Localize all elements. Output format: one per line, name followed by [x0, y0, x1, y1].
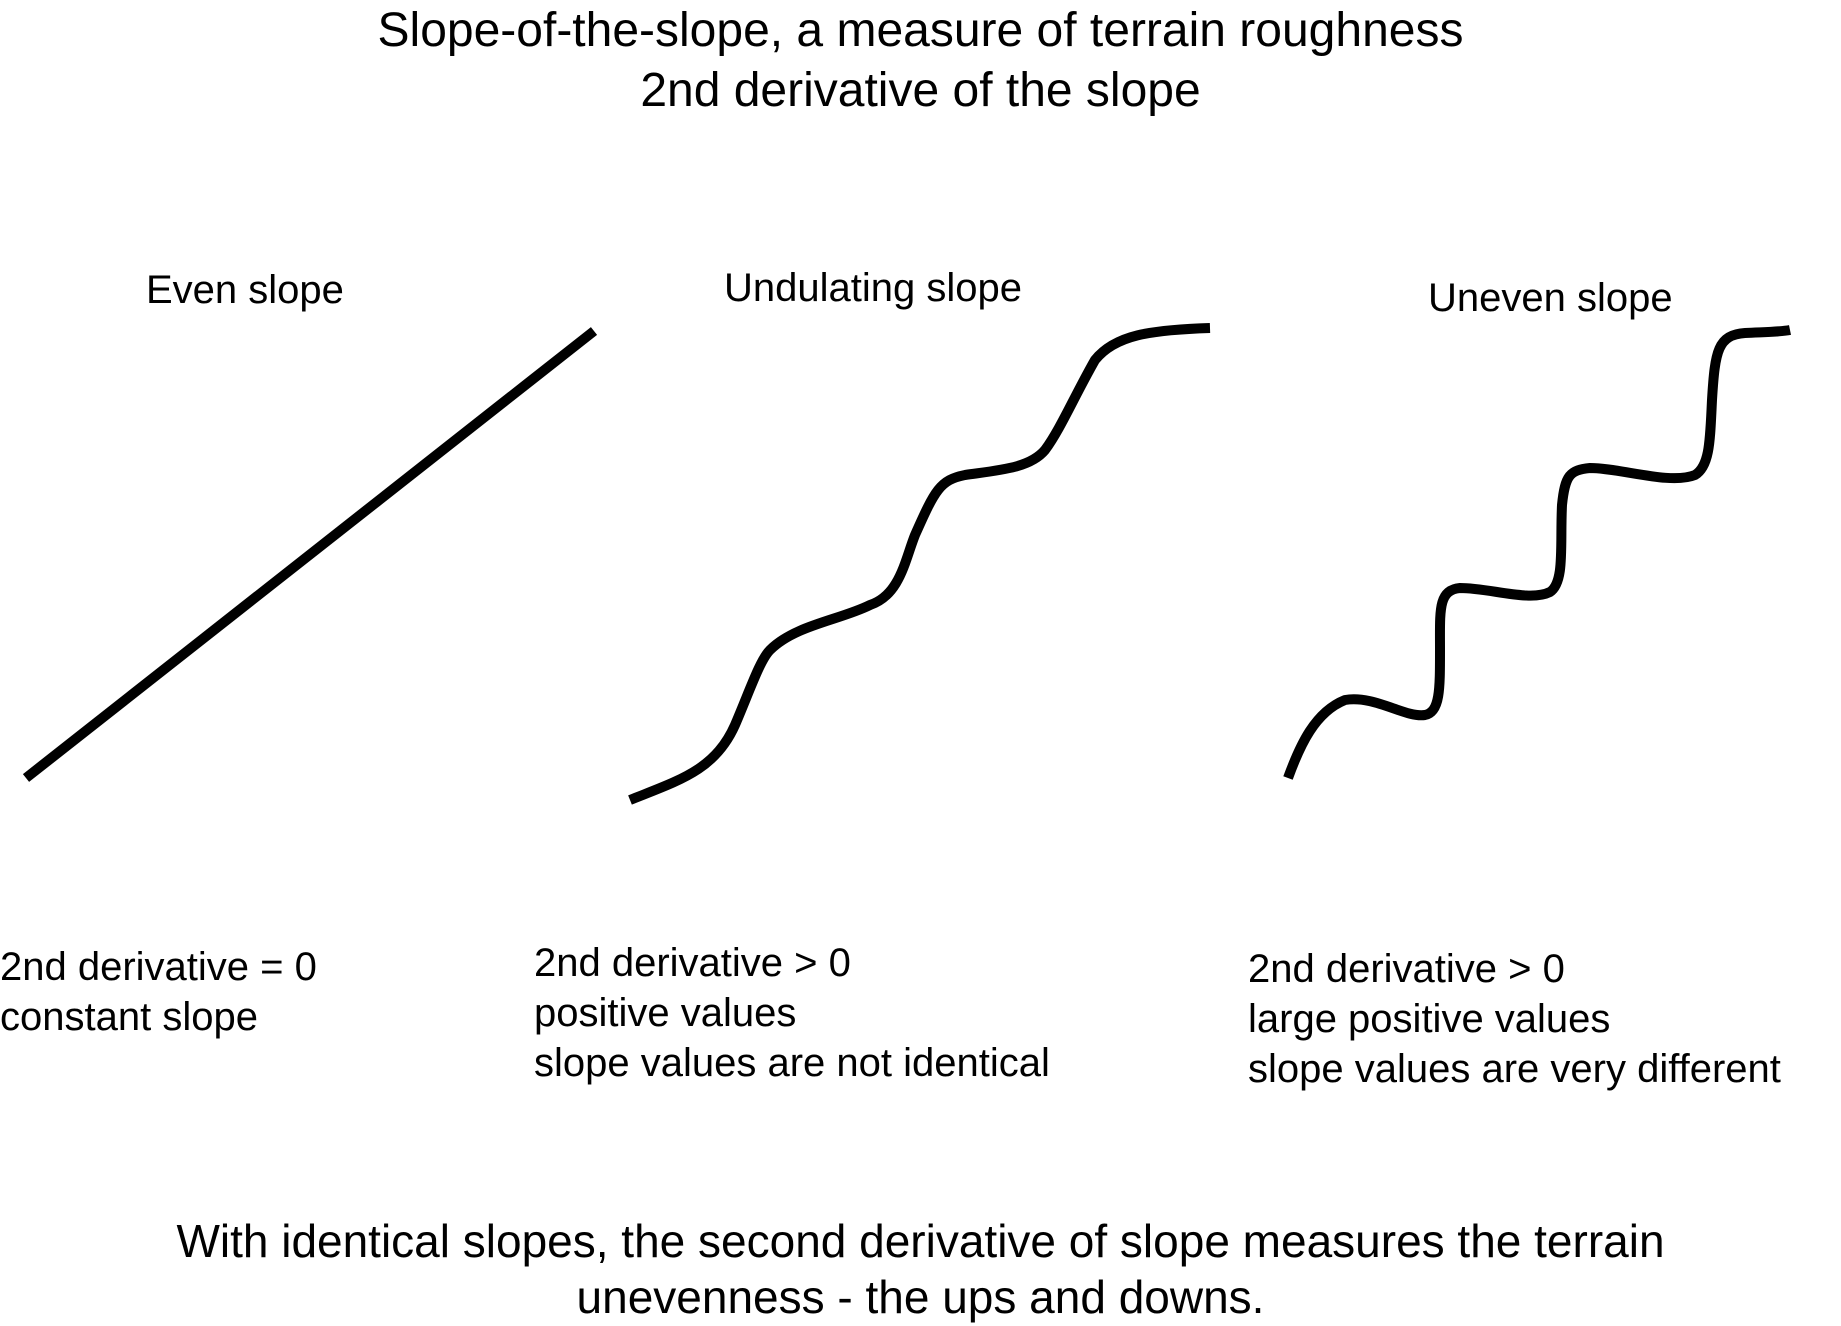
title-line-1: Slope-of-the-slope, a measure of terrain… [377, 4, 1464, 57]
uneven-slope-desc-line: 2nd derivative > 0 [1248, 947, 1565, 991]
undulating-slope-desc-line: slope values are not identical [534, 1041, 1050, 1085]
even-slope-description: 2nd derivative = 0 constant slope [0, 942, 317, 1042]
uneven-slope-description: 2nd derivative > 0 large positive values… [1248, 944, 1781, 1094]
title-line-2: 2nd derivative of the slope [640, 64, 1201, 117]
undulating-slope-label: Undulating slope [724, 266, 1022, 310]
uneven-slope-label: Uneven slope [1428, 276, 1673, 320]
undulating-slope-description: 2nd derivative > 0 positive values slope… [534, 938, 1050, 1088]
even-slope-line [22, 327, 598, 782]
even-slope-desc-line: 2nd derivative = 0 [0, 945, 317, 989]
even-slope-desc-line: constant slope [0, 995, 258, 1039]
uneven-slope-desc-line: slope values are very different [1248, 1047, 1781, 1091]
uneven-slope-curve [1283, 325, 1791, 780]
footer-line-1: With identical slopes, the second deriva… [176, 1215, 1665, 1267]
uneven-slope-desc-line: large positive values [1248, 997, 1611, 1041]
undulating-slope-desc-line: positive values [534, 991, 797, 1035]
undulating-slope-curve [628, 323, 1211, 805]
even-slope-label: Even slope [146, 268, 344, 312]
footer-line-2: unevenness - the ups and downs. [576, 1271, 1265, 1323]
undulating-slope-desc-line: 2nd derivative > 0 [534, 941, 851, 985]
